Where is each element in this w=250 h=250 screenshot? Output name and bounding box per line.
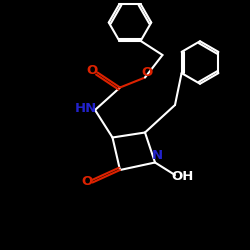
Text: O: O [142, 66, 153, 78]
Text: HN: HN [75, 102, 98, 115]
Text: N: N [152, 149, 163, 162]
Text: OH: OH [172, 170, 194, 183]
Text: O: O [86, 64, 98, 76]
Text: O: O [82, 175, 92, 188]
